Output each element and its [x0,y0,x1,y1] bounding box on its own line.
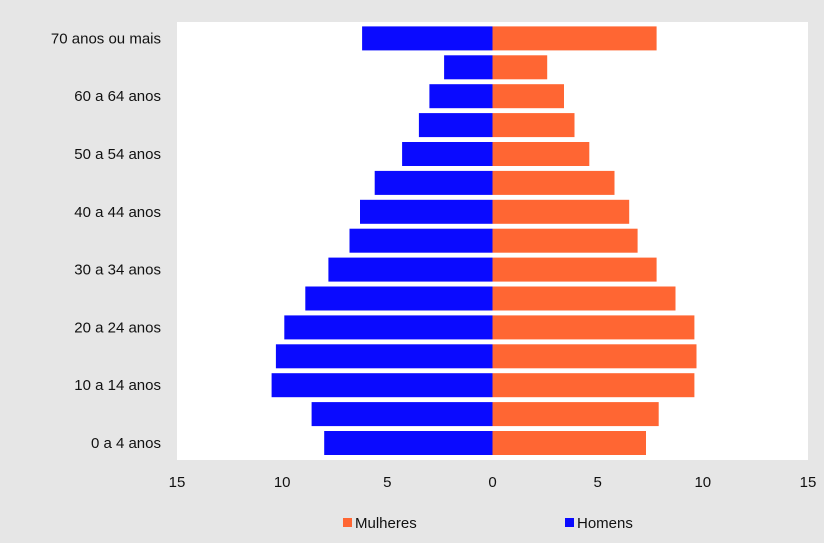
x-tick-label-neg5: 5 [383,474,391,491]
legend-swatch-homens [565,518,574,527]
bar-mulheres-25-a-29-anos [492,286,676,311]
bar-mulheres-50-a-54-anos [492,142,590,166]
bar-homens-20-a-24-anos [284,315,493,340]
bar-homens-30-a-34-anos [328,257,493,282]
x-axis-ticks: 15 10 5 0 5 10 15 [169,474,817,491]
legend-swatch-mulheres [343,518,352,527]
x-tick-label-pos0: 0 [488,474,496,491]
bar-mulheres-60-a-64-anos [492,84,564,109]
y-tick-label-30-a-34-anos: 30 a 34 anos [74,262,161,279]
bar-homens-45-a-49-anos [374,170,493,195]
x-tick-label-pos15: 15 [800,474,817,491]
bar-mulheres-70-anos-ou-mais [492,26,657,51]
bar-homens-50-a-54-anos [402,142,493,166]
bar-homens-5-a-9-anos [311,402,493,427]
y-tick-label-40-a-44-anos: 40 a 44 anos [74,204,161,221]
bar-homens-70-anos-ou-mais [362,26,493,51]
bar-mulheres-65-a-69-anos [492,55,548,80]
bar-mulheres-0-a-4-anos [492,431,646,455]
bar-homens-65-a-69-anos [444,55,493,80]
bar-mulheres-35-a-39-anos [492,228,638,253]
bar-mulheres-5-a-9-anos [492,402,659,427]
bar-homens-25-a-29-anos [305,286,493,311]
bar-mulheres-45-a-49-anos [492,170,615,195]
bar-homens-10-a-14-anos [271,373,493,398]
bar-homens-40-a-44-anos [360,199,493,224]
bar-mulheres-20-a-24-anos [492,315,695,340]
bar-homens-0-a-4-anos [324,431,493,455]
y-tick-label-70-anos-ou-mais: 70 anos ou mais [51,30,161,47]
legend: Mulheres Homens [343,515,633,532]
bar-mulheres-15-a-19-anos [492,344,697,369]
y-tick-label-0-a-4-anos: 0 a 4 anos [91,435,161,452]
legend-label-mulheres: Mulheres [355,515,417,532]
bar-mulheres-30-a-34-anos [492,257,657,282]
y-tick-label-10-a-14-anos: 10 a 14 anos [74,377,161,394]
x-tick-label-pos10: 10 [694,474,711,491]
y-tick-label-20-a-24-anos: 20 a 24 anos [74,319,161,336]
bar-homens-55-a-59-anos [418,113,493,138]
bar-homens-15-a-19-anos [275,344,493,369]
bar-mulheres-10-a-14-anos [492,373,695,398]
x-tick-label-neg15: 15 [169,474,186,491]
bar-mulheres-40-a-44-anos [492,199,630,224]
bar-homens-60-a-64-anos [429,84,493,109]
y-tick-label-50-a-54-anos: 50 a 54 anos [74,146,161,163]
y-axis-labels: 0 a 4 anos 10 a 14 anos 20 a 24 anos 30 a 3… [51,30,161,452]
x-tick-label-neg10: 10 [274,474,291,491]
bars-layer [271,26,697,455]
y-tick-label-60-a-64-anos: 60 a 64 anos [74,88,161,105]
bar-mulheres-55-a-59-anos [492,113,575,138]
x-tick-label-pos5: 5 [594,474,602,491]
legend-label-homens: Homens [577,515,633,532]
bar-homens-35-a-39-anos [349,228,493,253]
